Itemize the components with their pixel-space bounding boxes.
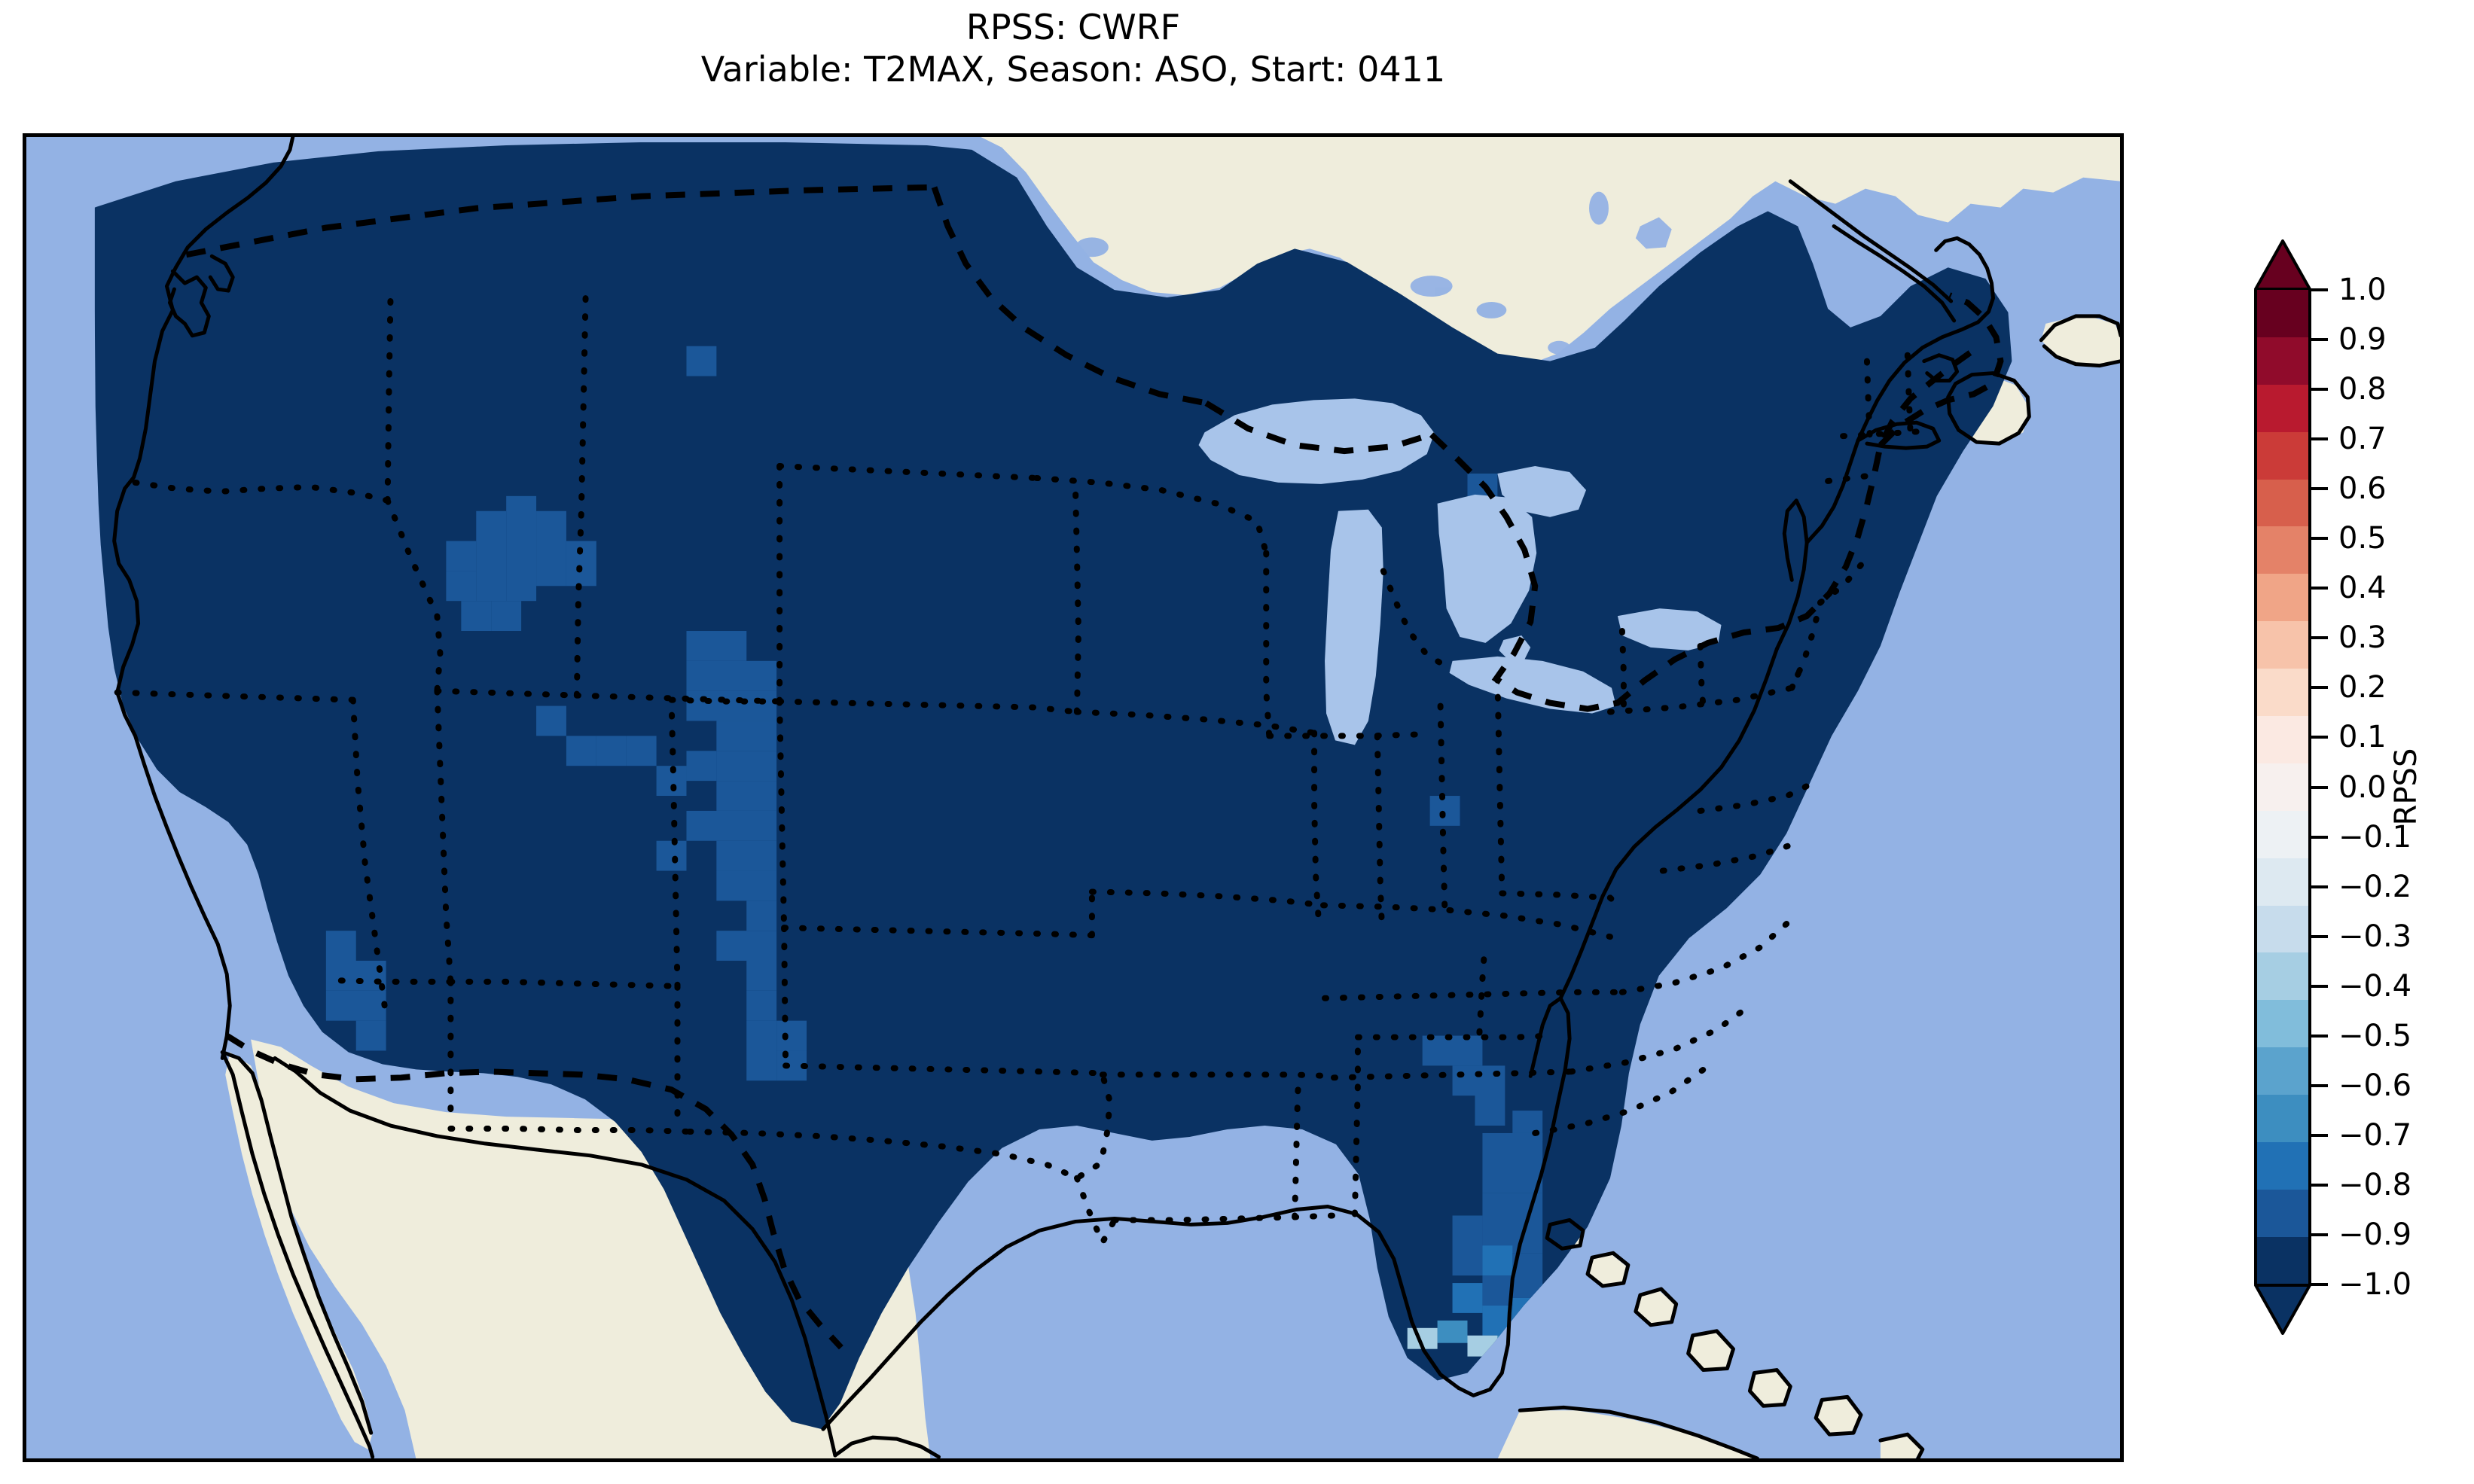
rpss-cells-band-minus085 — [325, 346, 1498, 1201]
caribbean-islands — [1497, 1221, 1921, 1459]
colorbar-tick-mark — [2308, 537, 2328, 541]
colorbar-tick-mark — [2308, 835, 2328, 839]
colorbar-tick-label: 0.1 — [2338, 720, 2387, 755]
title-line-secondary: Variable: T2MAX, Season: ASO, Start: 041… — [700, 49, 1446, 90]
colorbar-extend-bottom-arrow — [2254, 1284, 2311, 1335]
colorbar-tick-mark — [2308, 736, 2328, 739]
colorbar-band-19 — [2257, 1189, 2308, 1237]
baja-california — [225, 1052, 373, 1450]
colorbar-band-2 — [2257, 384, 2308, 432]
colorbar-tick-label: 0.8 — [2338, 372, 2387, 407]
colorbar-tick-label: −0.3 — [2338, 919, 2412, 954]
map-svg — [26, 136, 2121, 1459]
colorbar-band-7 — [2257, 621, 2308, 669]
colorbar-tick-mark — [2308, 288, 2328, 291]
coastlines — [112, 136, 2121, 1459]
colorbar-tick-mark — [2308, 934, 2328, 938]
colorbar-tick-label: 0.6 — [2338, 471, 2387, 507]
colorbar-band-6 — [2257, 574, 2308, 622]
colorbar-tick-mark — [2308, 487, 2328, 491]
great-lakes — [1198, 398, 1722, 745]
colorbar-tick-label: −0.5 — [2338, 1018, 2412, 1053]
colorbar-band-4 — [2257, 479, 2308, 527]
colorbar-band-10 — [2257, 763, 2308, 811]
colorbar-band-0 — [2257, 290, 2308, 337]
colorbar-tick-mark — [2308, 636, 2328, 640]
country-borders — [185, 184, 2004, 1350]
colorbar-tick-label: 0.2 — [2338, 670, 2387, 705]
colorbar-ticks: 1.0 0.9 0.8 0.7 0.6 0.5 0.4 0.3 0.2 0.1 0.0 −0.1 −0.… — [2254, 239, 2474, 1335]
colorbar-tick-label: 0.5 — [2338, 521, 2387, 556]
colorbar-tick-mark — [2308, 1183, 2328, 1187]
colorbar-tick-mark — [2308, 1083, 2328, 1087]
colorbar-tick-label: −0.7 — [2338, 1117, 2412, 1153]
colorbar-tick-mark — [2308, 338, 2328, 342]
colorbar-band-11 — [2257, 810, 2308, 858]
colorbar-band-15 — [2257, 1000, 2308, 1048]
figure-title: RPSS: CWRF Variable: T2MAX, Season: ASO,… — [0, 6, 2146, 90]
colorbar-tick-label: −0.2 — [2338, 869, 2412, 904]
colorbar-tick-label: −0.6 — [2338, 1068, 2412, 1103]
colorbar-tick-label: 0.9 — [2338, 322, 2387, 358]
colorbar-band-18 — [2257, 1142, 2308, 1190]
colorbar-tick-mark — [2308, 984, 2328, 988]
colorbar-band-16 — [2257, 1047, 2308, 1095]
colorbar-tick-mark — [2308, 785, 2328, 789]
colorbar-extend-top-arrow — [2254, 239, 2311, 291]
colorbar-tick-mark — [2308, 437, 2328, 441]
colorbar-tick-mark — [2308, 885, 2328, 888]
colorbar-band-12 — [2257, 858, 2308, 906]
colorbar-tick-label: −0.9 — [2338, 1217, 2412, 1252]
colorbar-tick-mark — [2308, 1034, 2328, 1038]
title-line-primary: RPSS: CWRF — [966, 7, 1181, 47]
colorbar-tick-label: 0.4 — [2338, 571, 2387, 606]
colorbar-tick-label: −0.8 — [2338, 1167, 2412, 1202]
colorbar-tick-mark — [2308, 686, 2328, 690]
colorbar-band-13 — [2257, 905, 2308, 953]
colorbar-tick-label: 0.7 — [2338, 422, 2387, 457]
colorbar-tick-mark — [2308, 388, 2328, 392]
colorbar-tick-label: 0.0 — [2338, 769, 2387, 805]
colorbar-gradient-bands[interactable] — [2254, 290, 2311, 1284]
colorbar-band-3 — [2257, 431, 2308, 480]
colorbar-band-5 — [2257, 526, 2308, 574]
colorbar-band-1 — [2257, 337, 2308, 385]
colorbar-tick-label: −0.4 — [2338, 968, 2412, 1004]
colorbar-tick-mark — [2308, 1133, 2328, 1137]
colorbar-tick-label: −1.0 — [2338, 1267, 2412, 1302]
colorbar-tick-mark — [2308, 1233, 2328, 1236]
colorbar-tick-mark — [2308, 1283, 2328, 1286]
colorbar-tick-label: 0.3 — [2338, 620, 2387, 656]
colorbar-band-8 — [2257, 669, 2308, 717]
colorbar-tick-label: 1.0 — [2338, 273, 2387, 307]
map-plot-area — [23, 133, 2124, 1462]
colorbar-tick-mark — [2308, 587, 2328, 590]
colorbar-band-14 — [2257, 952, 2308, 1001]
colorbar-band-20 — [2257, 1236, 2308, 1284]
colorbar-axis-label: RPSS — [2389, 748, 2424, 826]
colorbar-tick-label: −0.1 — [2338, 819, 2412, 855]
colorbar-band-17 — [2257, 1095, 2308, 1143]
colorbar-band-9 — [2257, 716, 2308, 763]
colorbar[interactable] — [2254, 239, 2311, 1335]
